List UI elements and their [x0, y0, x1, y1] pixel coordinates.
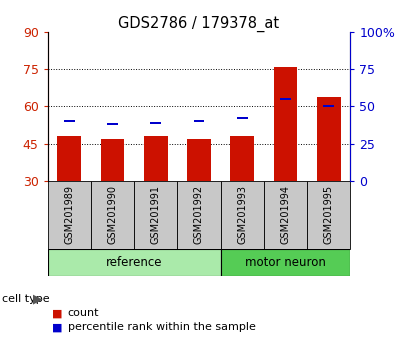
Bar: [193, 120, 205, 122]
Bar: [101, 139, 125, 181]
Text: GSM201990: GSM201990: [107, 184, 117, 244]
Bar: [150, 122, 161, 124]
Bar: [134, 181, 178, 249]
Bar: [317, 97, 341, 181]
Text: ■: ■: [52, 308, 62, 318]
Text: GSM201989: GSM201989: [64, 184, 74, 244]
Text: GSM201992: GSM201992: [194, 184, 204, 244]
Bar: [48, 181, 91, 249]
Title: GDS2786 / 179378_at: GDS2786 / 179378_at: [119, 16, 279, 32]
Bar: [273, 67, 297, 181]
Text: GSM201993: GSM201993: [237, 184, 247, 244]
Text: GSM201995: GSM201995: [324, 184, 334, 244]
Text: ■: ■: [52, 322, 62, 332]
Bar: [264, 181, 307, 249]
Bar: [187, 139, 211, 181]
Text: GSM201994: GSM201994: [281, 184, 291, 244]
Bar: [220, 181, 264, 249]
Bar: [280, 98, 291, 100]
Bar: [230, 136, 254, 181]
Bar: [91, 181, 134, 249]
Bar: [237, 118, 248, 119]
Bar: [64, 120, 75, 122]
Text: motor neuron: motor neuron: [245, 256, 326, 269]
Text: cell type: cell type: [2, 294, 50, 304]
Bar: [178, 181, 220, 249]
Bar: [307, 181, 350, 249]
Bar: [220, 249, 350, 276]
Text: GSM201991: GSM201991: [151, 184, 161, 244]
Text: ▶: ▶: [33, 293, 43, 306]
Text: percentile rank within the sample: percentile rank within the sample: [68, 322, 256, 332]
Bar: [323, 105, 334, 108]
Text: reference: reference: [106, 256, 162, 269]
Text: count: count: [68, 308, 99, 318]
Bar: [107, 124, 118, 125]
Bar: [48, 249, 220, 276]
Bar: [144, 136, 168, 181]
Bar: [57, 136, 81, 181]
